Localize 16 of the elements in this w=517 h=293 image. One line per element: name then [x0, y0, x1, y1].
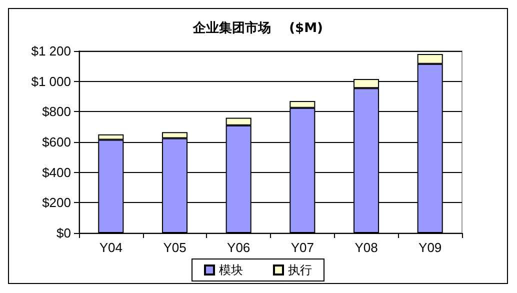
- y-tick-label: $0: [56, 226, 71, 240]
- x-tick-label: Y07: [290, 240, 314, 255]
- y-tick-label: $600: [42, 134, 71, 150]
- x-tick-label: Y05: [163, 240, 186, 255]
- y-tick-label: $800: [42, 104, 71, 120]
- chart-title: 企业集团市场 ($M): [192, 20, 323, 36]
- y-tick-label: $1 200: [31, 44, 71, 58]
- y-tick-label: $400: [42, 164, 71, 180]
- y-tick-label: $200: [42, 195, 71, 210]
- y-tick-label: $1 000: [31, 74, 71, 89]
- x-tick-label: Y04: [99, 240, 122, 255]
- legend-label: 模块: [219, 263, 243, 277]
- x-tick-label: Y06: [227, 240, 250, 255]
- x-tick-label: Y09: [418, 240, 442, 255]
- legend-label: 执行: [288, 263, 312, 277]
- x-tick-label: Y08: [354, 240, 378, 255]
